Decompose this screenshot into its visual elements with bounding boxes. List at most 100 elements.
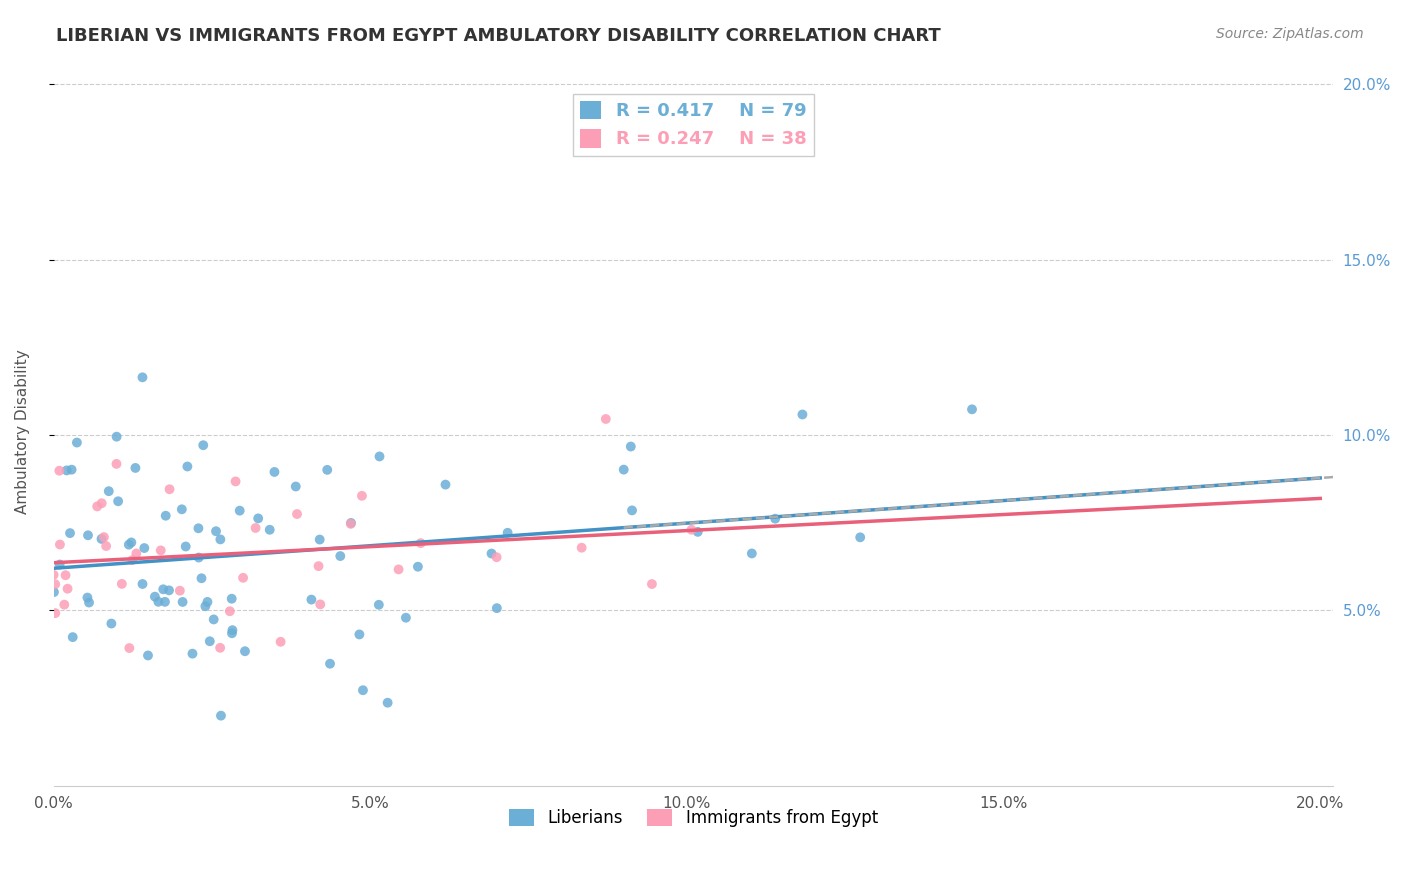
Point: [377, 696, 399, 710]
Point: [118, 538, 141, 552]
Point: [485, 601, 508, 615]
Point: [77, 528, 100, 542]
Point: [105, 457, 128, 471]
Point: [118, 641, 141, 656]
Point: [181, 647, 204, 661]
Point: [263, 465, 285, 479]
Point: [148, 595, 170, 609]
Point: [55, 568, 77, 582]
Point: [86, 500, 108, 514]
Point: [48, 558, 70, 572]
Point: [406, 559, 429, 574]
Point: [157, 583, 180, 598]
Point: [134, 541, 156, 555]
Point: [94, 539, 117, 553]
Point: [205, 524, 228, 539]
Point: [259, 523, 281, 537]
Point: [153, 595, 176, 609]
Point: [197, 595, 219, 609]
Point: [66, 435, 89, 450]
Point: [155, 508, 177, 523]
Point: [763, 511, 786, 525]
Point: [352, 683, 374, 698]
Point: [319, 657, 342, 671]
Point: [285, 507, 308, 521]
Point: [48, 464, 70, 478]
Point: [613, 462, 636, 476]
Point: [90, 496, 112, 510]
Point: [152, 582, 174, 597]
Point: [620, 440, 643, 454]
Point: [218, 604, 240, 618]
Point: [125, 546, 148, 560]
Point: [131, 370, 153, 384]
Point: [481, 547, 503, 561]
Point: [245, 521, 267, 535]
Point: [170, 502, 193, 516]
Point: [409, 536, 432, 550]
Point: [149, 543, 172, 558]
Point: [247, 511, 270, 525]
Point: [60, 463, 83, 477]
Point: [221, 623, 243, 637]
Point: [121, 553, 143, 567]
Point: [53, 598, 76, 612]
Point: [187, 521, 209, 535]
Text: LIBERIAN VS IMMIGRANTS FROM EGYPT AMBULATORY DISABILITY CORRELATION CHART: LIBERIAN VS IMMIGRANTS FROM EGYPT AMBULA…: [56, 27, 941, 45]
Point: [131, 577, 153, 591]
Point: [308, 533, 330, 547]
Point: [960, 402, 983, 417]
Point: [387, 562, 409, 576]
Point: [209, 708, 232, 723]
Point: [233, 644, 256, 658]
Point: [107, 494, 129, 508]
Point: [309, 598, 332, 612]
Point: [193, 438, 215, 452]
Point: [111, 577, 134, 591]
Point: [194, 599, 217, 614]
Point: [120, 535, 142, 549]
Point: [42, 567, 65, 582]
Point: [621, 503, 644, 517]
Point: [367, 598, 389, 612]
Point: [62, 630, 84, 644]
Point: [225, 475, 247, 489]
Point: [44, 577, 66, 591]
Point: [284, 479, 307, 493]
Point: [93, 530, 115, 544]
Point: [44, 606, 66, 620]
Point: [308, 559, 330, 574]
Point: [187, 550, 209, 565]
Point: [159, 482, 181, 496]
Point: [49, 537, 72, 551]
Point: [340, 516, 363, 530]
Point: [100, 616, 122, 631]
Point: [136, 648, 159, 663]
Point: [368, 450, 391, 464]
Legend: Liberians, Immigrants from Egypt: Liberians, Immigrants from Egypt: [502, 803, 884, 834]
Point: [228, 503, 250, 517]
Point: [97, 484, 120, 499]
Point: [595, 412, 617, 426]
Point: [55, 463, 77, 477]
Point: [329, 549, 352, 563]
Point: [686, 524, 709, 539]
Point: [485, 550, 508, 565]
Point: [316, 463, 339, 477]
Point: [77, 595, 100, 609]
Point: [174, 540, 197, 554]
Point: [172, 595, 194, 609]
Point: [190, 571, 212, 585]
Point: [741, 546, 763, 560]
Point: [198, 634, 221, 648]
Point: [169, 583, 191, 598]
Point: [176, 459, 198, 474]
Y-axis label: Ambulatory Disability: Ambulatory Disability: [15, 350, 30, 514]
Point: [350, 489, 373, 503]
Point: [270, 634, 292, 648]
Text: Source: ZipAtlas.com: Source: ZipAtlas.com: [1216, 27, 1364, 41]
Point: [232, 571, 254, 585]
Point: [202, 612, 225, 626]
Point: [681, 523, 703, 537]
Point: [56, 582, 79, 596]
